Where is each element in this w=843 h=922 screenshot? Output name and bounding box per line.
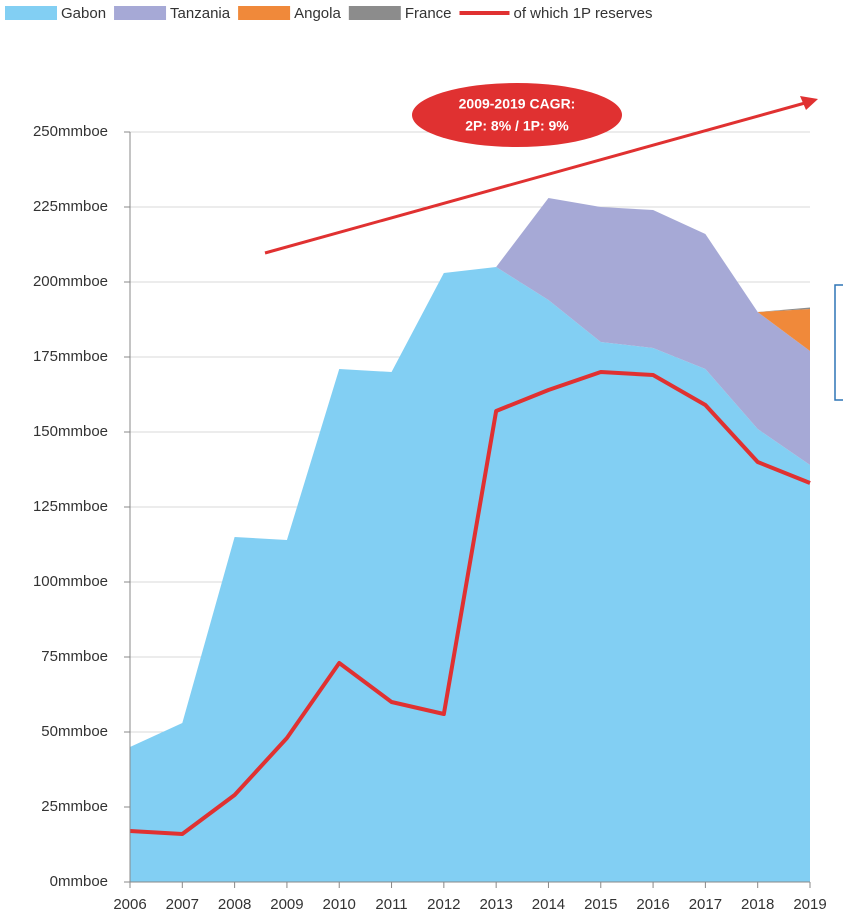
legend-label: Angola <box>294 5 341 22</box>
x-tick-label: 2017 <box>689 896 722 913</box>
x-tick-label: 2007 <box>166 896 199 913</box>
annotation: 2P: 8% / 1P: 9% <box>465 118 569 134</box>
x-tick-label: 2011 <box>375 896 407 913</box>
legend-label: France <box>405 5 452 22</box>
x-tick-label: 2018 <box>741 896 774 913</box>
x-tick-label: 2014 <box>532 896 565 913</box>
legend-label: Gabon <box>61 5 106 22</box>
legend-swatch <box>348 6 401 20</box>
x-tick-label: 2016 <box>636 896 669 913</box>
callout-box <box>834 284 843 401</box>
area <box>130 267 810 882</box>
y-tick-label: 250mmboe <box>33 123 108 140</box>
plot <box>124 131 811 888</box>
annotation: 2009-2019 CAGR: <box>459 96 576 112</box>
y-tick-label: 200mmboe <box>33 273 108 290</box>
arrow-head <box>800 96 818 110</box>
x-tick-label: 2006 <box>113 896 146 913</box>
x-tick-label: 2015 <box>584 896 617 913</box>
x-tick-label: 2009 <box>270 896 303 913</box>
y-tick-label: 0mmboe <box>50 873 108 890</box>
legend-label: of which 1P reserves <box>514 5 653 22</box>
annotation-bubble <box>412 83 622 147</box>
y-tick-label: 25mmboe <box>41 798 108 815</box>
y-tick-label: 50mmboe <box>41 723 108 740</box>
y-tick-label: 175mmboe <box>33 348 108 365</box>
trend-arrow <box>264 101 806 255</box>
y-tick-label: 225mmboe <box>33 198 108 215</box>
y-tick-label: 100mmboe <box>33 573 108 590</box>
legend-label: Tanzania <box>170 5 231 22</box>
x-tick-label: 2012 <box>427 896 460 913</box>
line <box>129 370 811 836</box>
legend-swatch <box>114 6 167 20</box>
area <box>130 198 810 747</box>
legend-swatch <box>238 6 291 20</box>
y-tick-label: 125mmboe <box>33 498 108 515</box>
x-tick-label: 2013 <box>479 896 512 913</box>
x-tick-label: 2010 <box>323 896 356 913</box>
y-tick-label: 75mmboe <box>41 648 108 665</box>
x-tick-label: 2019 <box>793 896 826 913</box>
y-tick-label: 150mmboe <box>33 423 108 440</box>
legend-swatch <box>5 6 57 20</box>
x-tick-label: 2008 <box>218 896 251 913</box>
